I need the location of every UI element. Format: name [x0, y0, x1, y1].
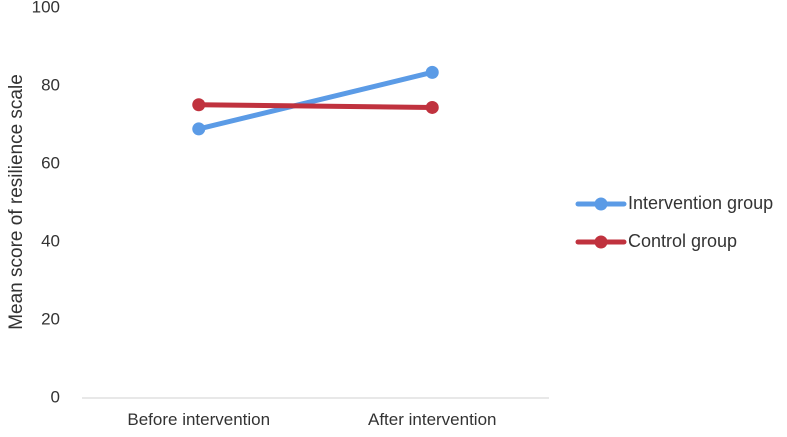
- series-line: [196, 102, 435, 110]
- legend-swatch-marker: [594, 235, 608, 249]
- legend-label: Intervention group: [628, 193, 773, 213]
- data-point: [425, 65, 439, 79]
- y-tick-label: 100: [32, 0, 60, 16]
- y-tick-labels: 0 20 40 60 80 100: [32, 0, 60, 406]
- x-category-label: After intervention: [368, 410, 497, 429]
- y-tick-label: 0: [51, 387, 60, 406]
- data-point: [425, 100, 439, 114]
- data-point: [192, 122, 206, 136]
- y-axis-label: Mean score of resilience scale: [6, 74, 27, 330]
- y-tick-label: 40: [41, 231, 60, 250]
- legend-swatch-marker: [594, 197, 608, 211]
- x-category-labels: Before intervention After intervention: [127, 410, 496, 429]
- data-point: [192, 98, 206, 112]
- series-layer: [192, 65, 439, 136]
- legend: Intervention group Control group: [575, 193, 773, 251]
- x-category-label: Before intervention: [127, 410, 270, 429]
- series-line: [196, 69, 435, 132]
- y-tick-label: 60: [41, 153, 60, 172]
- legend-label: Control group: [628, 231, 737, 251]
- y-tick-label: 20: [41, 309, 60, 328]
- y-tick-label: 80: [41, 75, 60, 94]
